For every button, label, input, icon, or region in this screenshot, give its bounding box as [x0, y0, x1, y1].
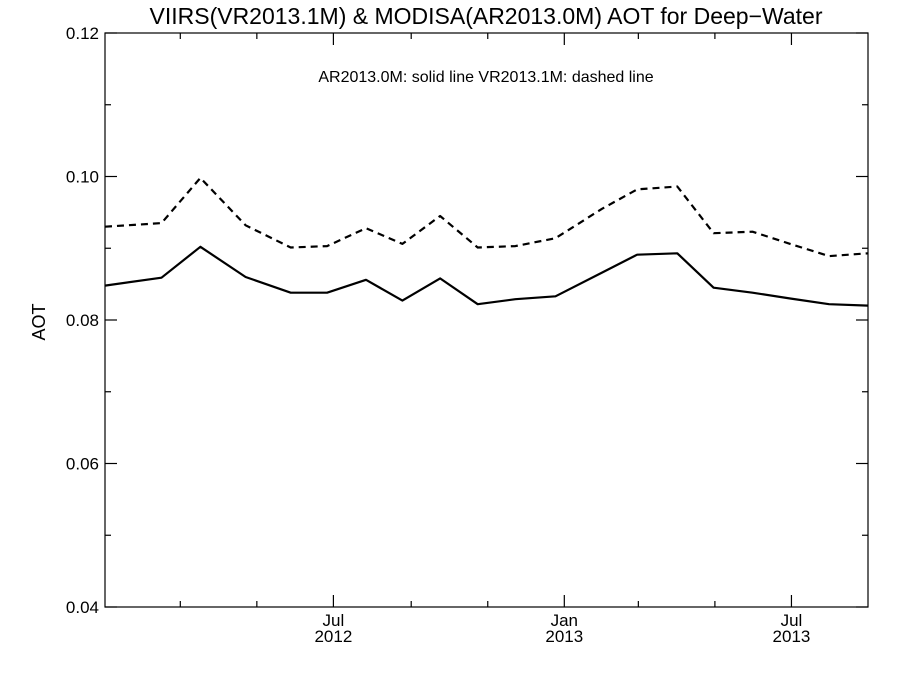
y-tick-label: 0.04 — [66, 598, 99, 617]
x-tick-month-label: Jan — [551, 611, 578, 630]
series-layer — [104, 176, 869, 307]
y-tick-label: 0.06 — [66, 455, 99, 474]
chart-title: VIIRS(VR2013.1M) & MODISA(AR2013.0M) AOT… — [150, 3, 823, 29]
y-tick-label: 0.10 — [66, 168, 99, 187]
y-tick-label: 0.08 — [66, 311, 99, 330]
series-line-dashed — [104, 176, 869, 258]
plot-frame — [104, 32, 869, 608]
x-tick-year-label: 2012 — [314, 627, 352, 646]
y-axis-label: AOT — [29, 303, 49, 340]
series-line-solid — [104, 245, 869, 307]
line-style-annotation: AR2013.0M: solid line VR2013.1M: dashed … — [318, 69, 653, 86]
x-tick-year-label: 2013 — [773, 627, 811, 646]
x-tick-year-label: 2013 — [545, 627, 583, 646]
y-axis-ticks: 0.04 0.06 0.08 0.10 0.12 — [66, 24, 868, 617]
x-tick-month-label: Jul — [781, 611, 803, 630]
y-tick-label: 0.12 — [66, 24, 99, 43]
x-tick-month-label: Jul — [323, 611, 345, 630]
